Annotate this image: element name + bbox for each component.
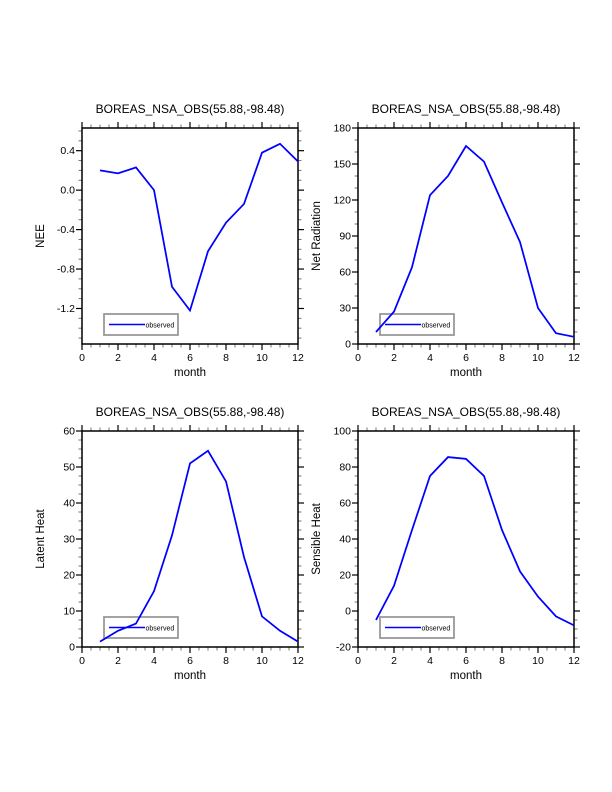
x-tick-label: 4	[151, 352, 157, 364]
y-tick-label: 60	[339, 267, 351, 279]
panel-title: BOREAS_NSA_OBS(55.88,-98.48)	[96, 405, 285, 419]
observed-line	[99, 142, 299, 313]
x-tick-label: 4	[427, 655, 433, 667]
y-tick-label: 60	[63, 426, 75, 438]
y-tick-label: 60	[339, 498, 351, 510]
y-tick-label: 90	[339, 231, 351, 243]
x-tick-label: 10	[532, 655, 544, 667]
panel-nee: 0 2 4 6 8 10 12 0.4 0.0 -0.4 -0.8 -1.2 BOREAS_NSA_OB…	[35, 102, 304, 379]
legend-label: observed	[146, 626, 175, 633]
y-axis-label: Net Radiation	[311, 201, 323, 271]
x-tick-label: 10	[256, 352, 268, 364]
y-axis-label: NEE	[35, 224, 47, 248]
x-axis-label: month	[450, 367, 482, 379]
y-tick-label: 40	[63, 498, 75, 510]
y-tick-label: 30	[339, 303, 351, 315]
y-tick-label: 120	[333, 195, 351, 207]
panel-title: BOREAS_NSA_OBS(55.88,-98.48)	[372, 405, 561, 419]
x-tick-label: 8	[223, 655, 229, 667]
major-ticks	[76, 425, 304, 653]
x-tick-label: 2	[391, 352, 397, 364]
x-axis-label: month	[450, 670, 482, 682]
panel-latent-heat: 0 2 4 6 8 10 12 0 10 20 30 40 50 60 BOREAS_NSA_OBS(55.…	[35, 405, 304, 682]
x-tick-label: 6	[463, 655, 469, 667]
legend-label: observed	[422, 626, 451, 633]
major-ticks	[352, 425, 580, 653]
legend: observed	[379, 313, 455, 336]
panel-title: BOREAS_NSA_OBS(55.88,-98.48)	[372, 102, 561, 116]
x-tick-label: 8	[499, 655, 505, 667]
legend: observed	[379, 616, 455, 639]
y-tick-label: 0	[345, 606, 351, 618]
plot-border	[357, 430, 575, 648]
x-tick-label: 12	[568, 352, 580, 364]
major-ticks	[352, 122, 580, 350]
plot-border	[81, 430, 299, 648]
y-tick-label: 30	[63, 534, 75, 546]
x-tick-label: 0	[355, 352, 361, 364]
legend: observed	[103, 313, 179, 336]
y-axis-label: Sensible Heat	[311, 502, 323, 574]
y-tick-label: 50	[63, 462, 75, 474]
plot-border	[81, 127, 299, 345]
x-tick-label: 6	[187, 352, 193, 364]
y-tick-label: -0.8	[57, 264, 75, 276]
x-tick-label: 2	[115, 352, 121, 364]
legend-label: observed	[422, 323, 451, 330]
x-tick-label: 4	[151, 655, 157, 667]
observed-line	[375, 144, 575, 338]
y-tick-label: 20	[339, 570, 351, 582]
x-tick-label: 10	[532, 352, 544, 364]
legend: observed	[103, 616, 179, 639]
y-tick-label: 0.4	[60, 145, 75, 157]
y-tick-label: -1.2	[57, 303, 75, 315]
x-tick-label: 12	[292, 352, 304, 364]
x-tick-label: 12	[292, 655, 304, 667]
major-ticks	[76, 122, 304, 350]
y-tick-label: 180	[333, 123, 351, 135]
observed-line	[99, 449, 299, 643]
x-tick-label: 2	[391, 655, 397, 667]
y-tick-label: 10	[63, 606, 75, 618]
x-tick-label: 0	[355, 655, 361, 667]
x-tick-label: 12	[568, 655, 580, 667]
y-tick-label: 0	[345, 339, 351, 351]
x-tick-label: 6	[463, 352, 469, 364]
plot-border	[357, 127, 575, 345]
y-tick-label: -20	[336, 642, 351, 654]
panel-sensible-heat: 0 2 4 6 8 10 12 -20 0 20 40 60 80 100 BOREAS_NSA_OBS(5…	[311, 405, 580, 682]
y-axis-label: Latent Heat	[35, 508, 47, 568]
y-tick-label: 80	[339, 462, 351, 474]
y-tick-label: 0	[69, 642, 75, 654]
x-tick-label: 8	[223, 352, 229, 364]
x-tick-label: 0	[79, 352, 85, 364]
legend-label: observed	[146, 323, 175, 330]
x-axis-label: month	[174, 670, 206, 682]
x-tick-label: 10	[256, 655, 268, 667]
x-tick-label: 2	[115, 655, 121, 667]
panel-title: BOREAS_NSA_OBS(55.88,-98.48)	[96, 102, 285, 116]
x-axis-label: month	[174, 367, 206, 379]
y-tick-label: 150	[333, 159, 351, 171]
x-tick-label: 0	[79, 655, 85, 667]
observed-line	[375, 456, 575, 627]
y-tick-label: 100	[333, 426, 351, 438]
y-tick-label: 40	[339, 534, 351, 546]
panel-net-radiation: 0 2 4 6 8 10 120306090120150180BOREAS_NSA_OBS(…	[311, 102, 580, 379]
x-tick-label: 8	[499, 352, 505, 364]
x-tick-label: 6	[187, 655, 193, 667]
y-tick-label: 20	[63, 570, 75, 582]
x-tick-label: 4	[427, 352, 433, 364]
y-tick-label: -0.4	[57, 224, 75, 236]
y-tick-label: 0.0	[60, 185, 75, 197]
